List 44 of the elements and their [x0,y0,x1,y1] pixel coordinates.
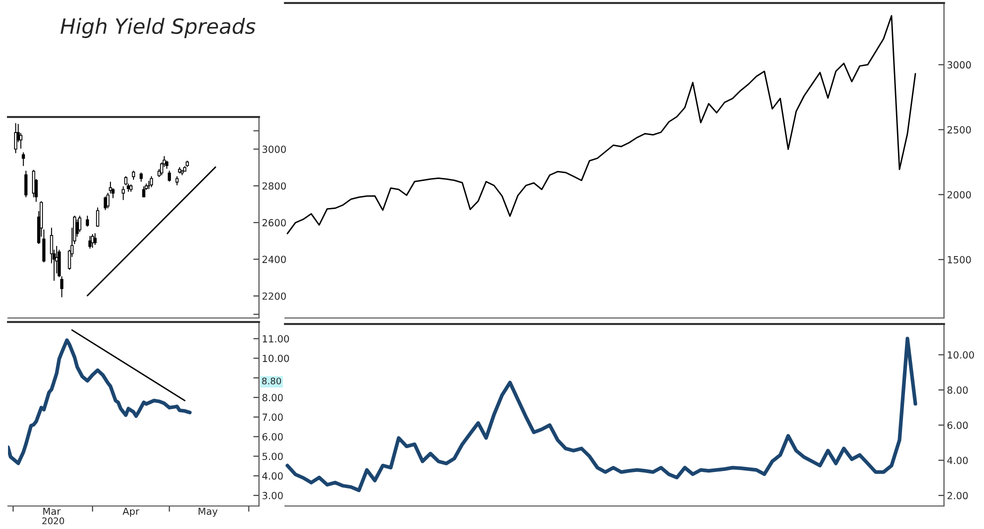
candlestick [60,276,64,298]
y-tick-label: 7.00 [262,414,283,421]
candlestick [94,233,97,246]
candlestick [22,152,25,166]
line-series [286,15,916,234]
candlestick [142,186,146,198]
candlestick [58,250,61,278]
candlestick [86,216,89,227]
y-tick-label: 1500 [948,256,971,264]
y-tick-label: 4.00 [947,456,968,464]
y-tick-label: 2.00 [947,492,968,500]
x-tick-label: Apr [122,508,140,517]
y-tick-label: 11.00 [262,335,289,342]
y-tick-label: 2600 [262,219,286,226]
candlestick [168,170,171,182]
y-tick-label: 2200 [262,292,286,300]
y-tick-label: 4.00 [262,472,283,480]
y-tick-label: 2000 [947,191,971,198]
x-tick-label: May [198,508,218,517]
y-tick-label: 2800 [262,182,286,190]
x-tick-label: Mar [43,508,61,515]
y-tick-label: 6.00 [262,433,283,440]
y-tick-label: 3000 [948,61,971,69]
text: 2020 [42,517,64,524]
candlestick [122,186,125,200]
y-tick-label: 8.00 [947,386,968,394]
y-tick-label: 10.00 [262,354,289,362]
y-tick-label: 2500 [947,126,971,134]
line-series [8,338,192,466]
y-tick-label: 3000 [262,146,286,153]
candlestick [14,122,18,154]
y-tick-label: 10.00 [948,351,974,359]
text: 8.80 [262,378,282,384]
y-tick-label: 8.00 [262,394,283,402]
y-tick-label: 2400 [262,256,286,264]
candlestick [96,207,100,227]
candlestick [88,236,92,249]
y-tick-label: 5.00 [262,452,283,460]
candlestick [19,133,22,149]
y-tick-label: 3.00 [262,492,283,500]
candlestick [24,170,28,198]
y-tick-label: 6.00 [947,422,968,429]
candlestick [150,176,153,188]
chart-title: High Yield Spreads [60,18,256,38]
